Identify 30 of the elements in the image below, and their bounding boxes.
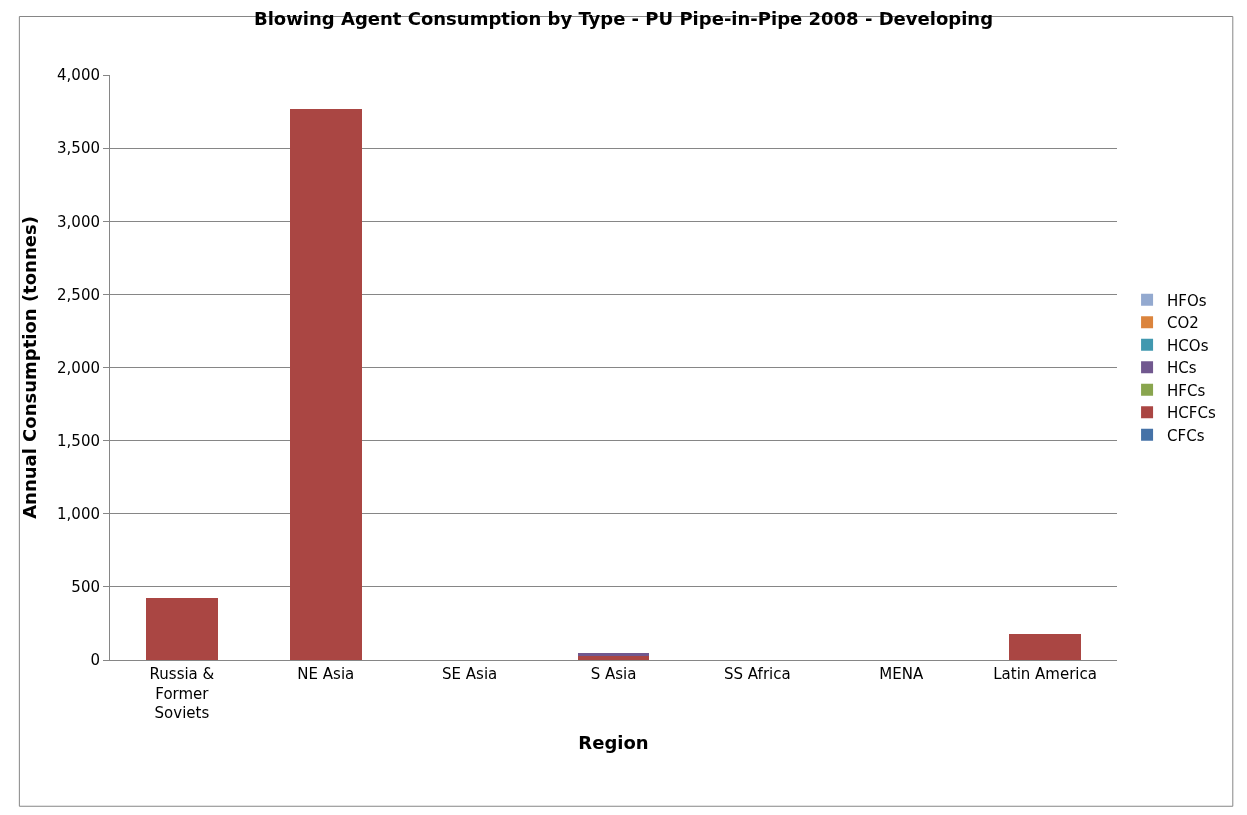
- x-tick-label: NE Asia: [297, 665, 355, 683]
- x-tick-label: SE Asia: [442, 665, 498, 683]
- x-tick-label: Latin America: [993, 665, 1097, 683]
- y-tick-label: 2,000: [57, 358, 100, 377]
- legend-label: CO2: [1167, 314, 1199, 333]
- x-tick-label: SS Africa: [724, 665, 791, 683]
- legend-label: HFCs: [1167, 381, 1206, 400]
- legend-label: HCs: [1167, 359, 1197, 378]
- chart-title: Blowing Agent Consumption by Type - PU Pipe-in-Pipe 2008 - Developing: [253, 7, 994, 29]
- y-tick-label: 0: [90, 651, 100, 670]
- x-axis-title: Region: [578, 732, 649, 754]
- bar: [1009, 633, 1082, 660]
- x-tick-label: MENA: [879, 665, 924, 683]
- legend-label: HCFCs: [1167, 404, 1216, 423]
- legend-label: HFOs: [1167, 291, 1207, 310]
- x-tick-label: Russia & Former Soviets: [149, 665, 215, 722]
- legend-label: CFCs: [1167, 426, 1205, 445]
- y-tick-label: 4,000: [57, 66, 100, 85]
- bar: [289, 108, 362, 660]
- y-axis-title: Annual Consumption (tonnes): [19, 216, 41, 519]
- x-tick-label: S Asia: [590, 665, 637, 683]
- legend-label: HCOs: [1167, 336, 1209, 355]
- y-tick-label: 3,500: [57, 139, 100, 158]
- y-tick-label: 1,500: [57, 431, 100, 450]
- y-tick-label: 2,500: [57, 285, 100, 304]
- bar: [145, 597, 218, 660]
- y-tick-label: 500: [71, 578, 100, 597]
- y-tick-label: 3,000: [57, 212, 100, 231]
- y-tick-label: 1,000: [57, 505, 100, 523]
- bar: [577, 656, 650, 660]
